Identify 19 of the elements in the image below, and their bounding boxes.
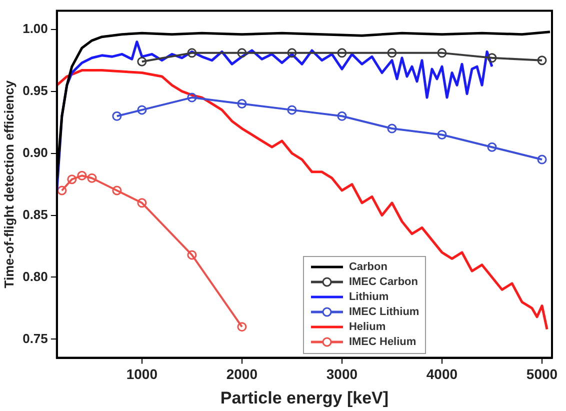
y-tick-label: 1.00 [22,20,48,36]
legend-label: Helium [348,321,386,334]
y-tick-label: 0.95 [22,82,48,98]
x-tick-label: 3000 [326,366,358,382]
y-tick-label: 0.80 [22,268,48,284]
legend-label: IMEC Carbon [348,276,418,288]
x-tick-label: 5000 [526,366,558,382]
x-tick-label: 2000 [226,366,258,382]
y-tick-label: 0.75 [22,330,48,346]
y-tick-label: 0.90 [22,144,48,160]
legend-label: IMEC Helium [348,336,416,348]
y-tick-label: 0.85 [22,206,48,222]
legend-label: IMEC Lithium [348,306,420,318]
legend-label: Lithium [348,291,389,304]
y-axis-title: Time-of-flight detection efficiency [1,80,16,288]
x-axis-title: Particle energy [keV] [220,388,389,408]
x-tick-label: 4000 [426,366,458,382]
legend-label: Carbon [348,261,388,274]
x-tick-label: 1000 [126,366,158,382]
